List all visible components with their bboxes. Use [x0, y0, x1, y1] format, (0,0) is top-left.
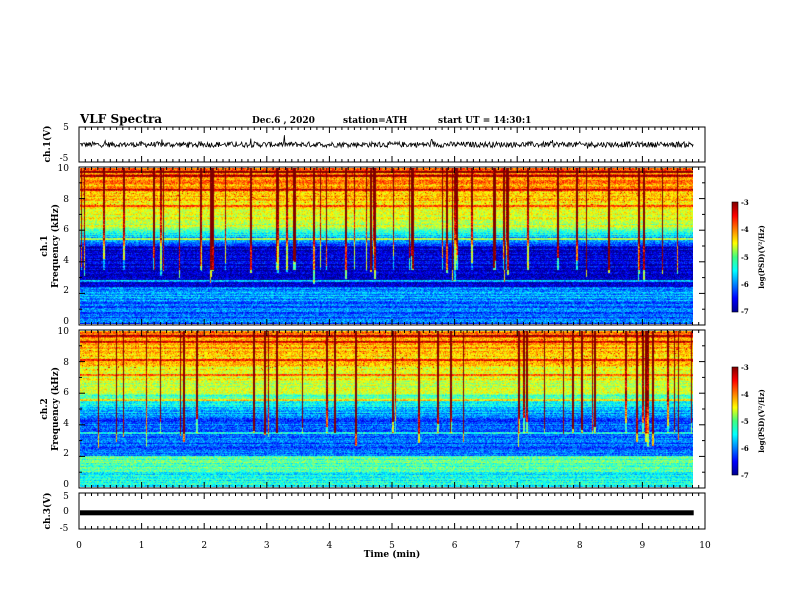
ch1-spectrogram-panel: 10 8 6 4 2 0 ch.1 Frequency (kHz) -3 -4 …	[40, 164, 766, 327]
ch1-frequency-tick-labels: 10 8 6 4 2 0	[58, 164, 70, 327]
ch1-ytick-10: 10	[58, 164, 70, 174]
ch2-colorbar-label: log(PSD)(V²/Hz)	[757, 389, 766, 453]
ch2-ytick-4: 4	[63, 419, 69, 429]
ch3-waveform-line	[80, 510, 694, 516]
ch2-ytick-2: 2	[63, 449, 69, 459]
ch2-colorbar	[731, 366, 739, 476]
ch3-voltage-label: ch.3(V)	[42, 493, 53, 530]
ch1-waveform-ticks	[78, 127, 706, 162]
ch1-voltage-label: ch.1(V)	[42, 126, 53, 163]
time-tick-label-1: 1	[139, 541, 145, 551]
station-label: station=ATH	[343, 116, 408, 126]
time-tick-label-5: 5	[389, 541, 395, 551]
ch2-colorbar-tick-3: -5	[741, 417, 749, 426]
ch2-frequency-axis-label: Frequency (kHz)	[50, 367, 61, 451]
ch3-waveform-ticks	[78, 493, 706, 529]
ch3-ytick-top: 5	[63, 492, 69, 502]
time-tick-label-4: 4	[327, 541, 333, 551]
ch1-colorbar-tick-3: -5	[741, 253, 749, 262]
ch1-ytick-bottom: -5	[60, 154, 69, 164]
figure-title: VLF Spectra	[79, 112, 162, 126]
ch1-spectrogram-image	[80, 168, 693, 324]
ch1-ytick-6: 6	[63, 225, 69, 235]
time-tick-label-3: 3	[264, 541, 270, 551]
time-tick-label-8: 8	[577, 541, 583, 551]
ch2-frequency-tick-labels: 10 8 6 4 2 0	[58, 327, 70, 490]
time-tick-label-10: 10	[699, 541, 711, 551]
ch3-ytick-middle: 0	[63, 507, 69, 517]
ch1-colorbar-tick-2: -4	[741, 225, 749, 234]
ch1-ytick-top: 5	[63, 123, 69, 133]
ch1-colorbar-label: log(PSD)(V²/Hz)	[757, 225, 766, 289]
ch1-channel-label: ch.1	[40, 235, 50, 256]
ch2-colorbar-tick-2: -4	[741, 390, 749, 399]
ch2-channel-label: ch.2	[40, 398, 50, 419]
ch2-ytick-10: 10	[58, 327, 70, 337]
ch1-ytick-8: 8	[63, 195, 69, 205]
ch1-ytick-2: 2	[63, 286, 69, 296]
ch1-colorbar-tick-4: -6	[741, 280, 749, 289]
time-axis-tick-labels: 0 1 2 3 4 5 6 7 8 9 10	[76, 541, 711, 551]
time-tick-label-6: 6	[452, 541, 458, 551]
time-tick-label-9: 9	[640, 541, 646, 551]
ch3-waveform-panel: 5 0 -5 ch.3(V)	[42, 492, 706, 534]
ch2-ytick-0: 0	[63, 480, 69, 490]
ch2-colorbar-tick-top: -3	[741, 363, 749, 372]
time-axis-label: Time (min)	[364, 549, 421, 560]
ch1-spectrogram-ticks	[78, 166, 706, 326]
ch1-colorbar-tick-top: -3	[741, 198, 749, 207]
ch2-spectrogram-image	[80, 331, 693, 487]
date-label: Dec.6 , 2020	[252, 116, 315, 126]
time-tick-label-2: 2	[201, 541, 207, 551]
time-tick-label-0: 0	[76, 541, 82, 551]
ch3-ytick-bottom: -5	[60, 524, 69, 534]
ch2-colorbar-tick-bottom: -7	[741, 471, 749, 480]
ch1-waveform-line	[79, 135, 694, 149]
ch1-waveform-panel: 5 -5 ch.1(V)	[42, 123, 706, 164]
ch2-spectrogram-ticks	[78, 329, 706, 489]
ch1-colorbar-tick-bottom: -7	[741, 307, 749, 316]
start-time-label: start UT = 14:30:1	[438, 116, 531, 126]
ch2-colorbar-tick-4: -6	[741, 444, 749, 453]
ch1-frequency-axis-label: Frequency (kHz)	[50, 204, 61, 288]
ch2-ytick-6: 6	[63, 388, 69, 398]
ch2-spectrogram-panel: 10 8 6 4 2 0 ch.2 Frequency (kHz) -3 -4 …	[40, 327, 766, 490]
ch1-ytick-0: 0	[63, 317, 69, 327]
ch1-colorbar	[731, 201, 739, 313]
ch1-ytick-4: 4	[63, 256, 69, 266]
ch2-ytick-8: 8	[63, 358, 69, 368]
time-tick-label-7: 7	[514, 541, 520, 551]
